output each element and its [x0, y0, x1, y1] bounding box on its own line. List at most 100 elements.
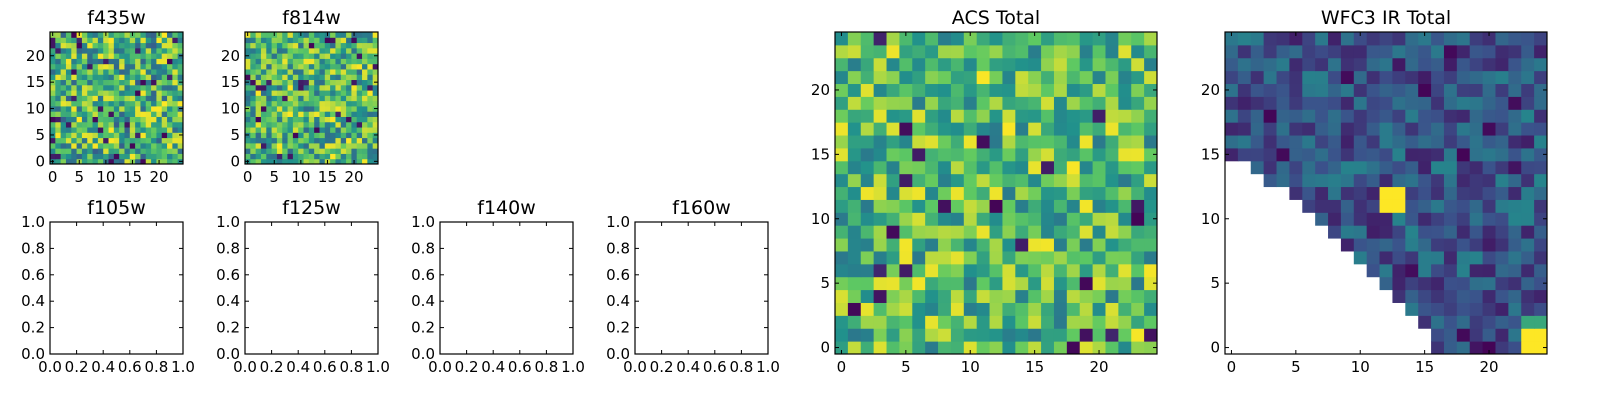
heatmap-cell — [135, 158, 141, 165]
heatmap-cell — [140, 53, 147, 59]
heatmap-cell — [135, 79, 141, 86]
heatmap-cell — [1144, 250, 1158, 265]
heatmap-cell — [1534, 315, 1548, 329]
heatmap-cell — [76, 127, 83, 133]
heatmap-cell — [161, 42, 168, 49]
heatmap-cell — [1028, 212, 1042, 226]
heatmap-cell — [1469, 276, 1484, 291]
heatmap-cell — [1456, 32, 1471, 46]
heatmap-cell — [1028, 135, 1042, 149]
heatmap-cell — [1508, 44, 1522, 59]
y-tick-label: 0.8 — [411, 239, 435, 257]
heatmap-cell — [989, 315, 1003, 329]
heatmap-cell — [308, 84, 315, 91]
heatmap-cell — [976, 109, 991, 123]
heatmap-cell — [1079, 57, 1094, 72]
heatmap-cell — [129, 153, 136, 160]
heatmap-cell — [1340, 186, 1355, 200]
heatmap-cell — [340, 68, 347, 75]
heatmap-cell — [340, 100, 347, 107]
heatmap-cell — [314, 137, 320, 144]
heatmap-cell — [1353, 212, 1368, 226]
heatmap-cell — [899, 122, 913, 136]
heatmap-cell — [97, 79, 104, 86]
heatmap-cell — [161, 121, 168, 128]
heatmap-cell — [156, 47, 163, 54]
heatmap-cell — [76, 79, 83, 86]
heatmap-cell — [372, 37, 379, 44]
heatmap-cell — [145, 90, 152, 96]
heatmap-cell — [60, 148, 67, 154]
heatmap-cell — [847, 96, 862, 110]
heatmap-cell — [276, 137, 283, 144]
heatmap-cell — [1469, 263, 1484, 278]
heatmap-cell — [245, 74, 251, 81]
heatmap-cell — [873, 276, 888, 291]
heatmap-cell — [1340, 32, 1355, 46]
heatmap-cell — [276, 90, 283, 96]
heatmap-cell — [245, 37, 251, 44]
tick-marks — [244, 221, 379, 355]
x-tick-label: 5 — [901, 358, 911, 376]
heatmap-cell — [298, 121, 305, 128]
heatmap-cell — [87, 84, 94, 91]
heatmap-cell — [92, 90, 99, 96]
heatmap-cell — [92, 142, 99, 149]
heatmap-cell — [255, 58, 262, 65]
heatmap-cell — [1131, 57, 1145, 72]
heatmap-cell — [1456, 160, 1471, 175]
heatmap-cell — [351, 79, 358, 86]
heatmap-cell — [1092, 225, 1106, 239]
heatmap-cell — [1041, 328, 1055, 342]
heatmap-cell — [367, 42, 374, 49]
heatmap-cell — [1328, 225, 1342, 239]
heatmap-cell — [1066, 341, 1081, 355]
heatmap-cell — [950, 135, 965, 149]
heatmap-cell — [925, 160, 939, 175]
heatmap-cell — [1508, 199, 1522, 213]
heatmap-cell — [938, 147, 952, 162]
heatmap-cell — [1534, 173, 1548, 188]
heatmap-cell — [87, 137, 94, 144]
heatmap-cell — [87, 74, 94, 81]
heatmap-cell — [60, 132, 67, 139]
heatmap-cell — [81, 42, 88, 49]
x-tick-label: 0.8 — [729, 358, 753, 376]
heatmap-cell — [1521, 173, 1535, 188]
heatmap-cell — [1353, 225, 1368, 239]
heatmap-cell — [1328, 147, 1342, 162]
heatmap-cell — [1495, 96, 1509, 110]
y-tick-label: 0.4 — [21, 292, 45, 310]
heatmap-cell — [87, 95, 94, 102]
heatmap-cell — [124, 53, 131, 59]
heatmap-cell — [938, 302, 952, 316]
heatmap-cell — [1508, 122, 1522, 136]
heatmap-cell — [1079, 250, 1094, 265]
heatmap-cell — [1053, 276, 1068, 291]
heatmap-cell — [1495, 263, 1509, 278]
heatmap-cell — [172, 58, 179, 65]
heatmap-cell — [362, 37, 368, 44]
heatmap-cell — [55, 100, 62, 107]
heatmap-cell — [303, 47, 310, 54]
heatmap-cell — [314, 37, 320, 44]
heatmap-cell — [308, 121, 315, 128]
heatmap-cell — [847, 289, 862, 303]
heatmap-cell — [950, 186, 965, 200]
heatmap-cell — [1118, 57, 1132, 72]
heatmap-cell — [1495, 44, 1509, 59]
heatmap-cell — [161, 84, 168, 91]
heatmap-cell — [113, 79, 120, 86]
heatmap-cell — [282, 63, 289, 70]
heatmap-cell — [330, 63, 336, 70]
heatmap-cell — [1041, 44, 1055, 59]
y-tick-label: 0.4 — [411, 292, 435, 310]
heatmap-cell — [1508, 289, 1522, 303]
heatmap-cell — [140, 68, 147, 75]
heatmap-cell — [172, 32, 179, 38]
heatmap-cell — [255, 121, 262, 128]
heatmap-cell — [340, 74, 347, 81]
heatmap-cell — [1015, 212, 1029, 226]
heatmap-cell — [860, 186, 875, 200]
heatmap-cell — [282, 158, 289, 165]
